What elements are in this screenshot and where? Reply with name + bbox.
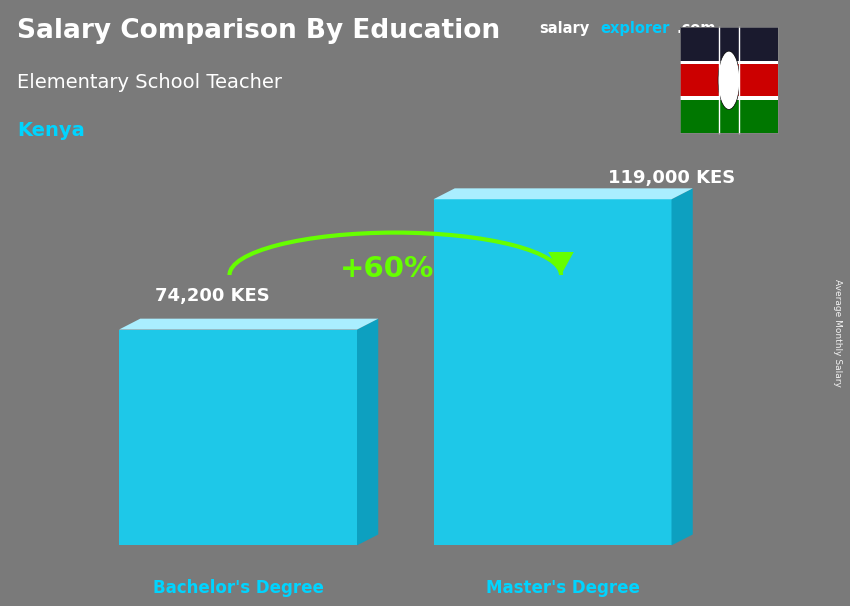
Text: salary: salary xyxy=(540,21,590,36)
Polygon shape xyxy=(672,188,693,545)
Polygon shape xyxy=(357,319,378,545)
Bar xyxy=(680,98,778,133)
Text: Master's Degree: Master's Degree xyxy=(486,579,640,597)
Text: Average Monthly Salary: Average Monthly Salary xyxy=(833,279,842,387)
Polygon shape xyxy=(119,319,378,330)
Bar xyxy=(680,27,778,62)
Text: 74,200 KES: 74,200 KES xyxy=(155,287,269,305)
Bar xyxy=(680,27,778,133)
Text: Salary Comparison By Education: Salary Comparison By Education xyxy=(17,18,500,44)
Ellipse shape xyxy=(718,51,740,110)
Text: explorer: explorer xyxy=(600,21,670,36)
Polygon shape xyxy=(434,188,693,199)
Bar xyxy=(680,96,778,100)
Text: Elementary School Teacher: Elementary School Teacher xyxy=(17,73,282,92)
Polygon shape xyxy=(434,199,672,545)
Bar xyxy=(680,62,778,98)
Text: Bachelor's Degree: Bachelor's Degree xyxy=(152,579,324,597)
Text: 119,000 KES: 119,000 KES xyxy=(608,169,735,187)
Polygon shape xyxy=(548,252,574,275)
Polygon shape xyxy=(119,330,357,545)
Text: Kenya: Kenya xyxy=(17,121,85,140)
Text: .com: .com xyxy=(677,21,716,36)
Bar xyxy=(680,61,778,64)
Text: +60%: +60% xyxy=(340,255,434,283)
